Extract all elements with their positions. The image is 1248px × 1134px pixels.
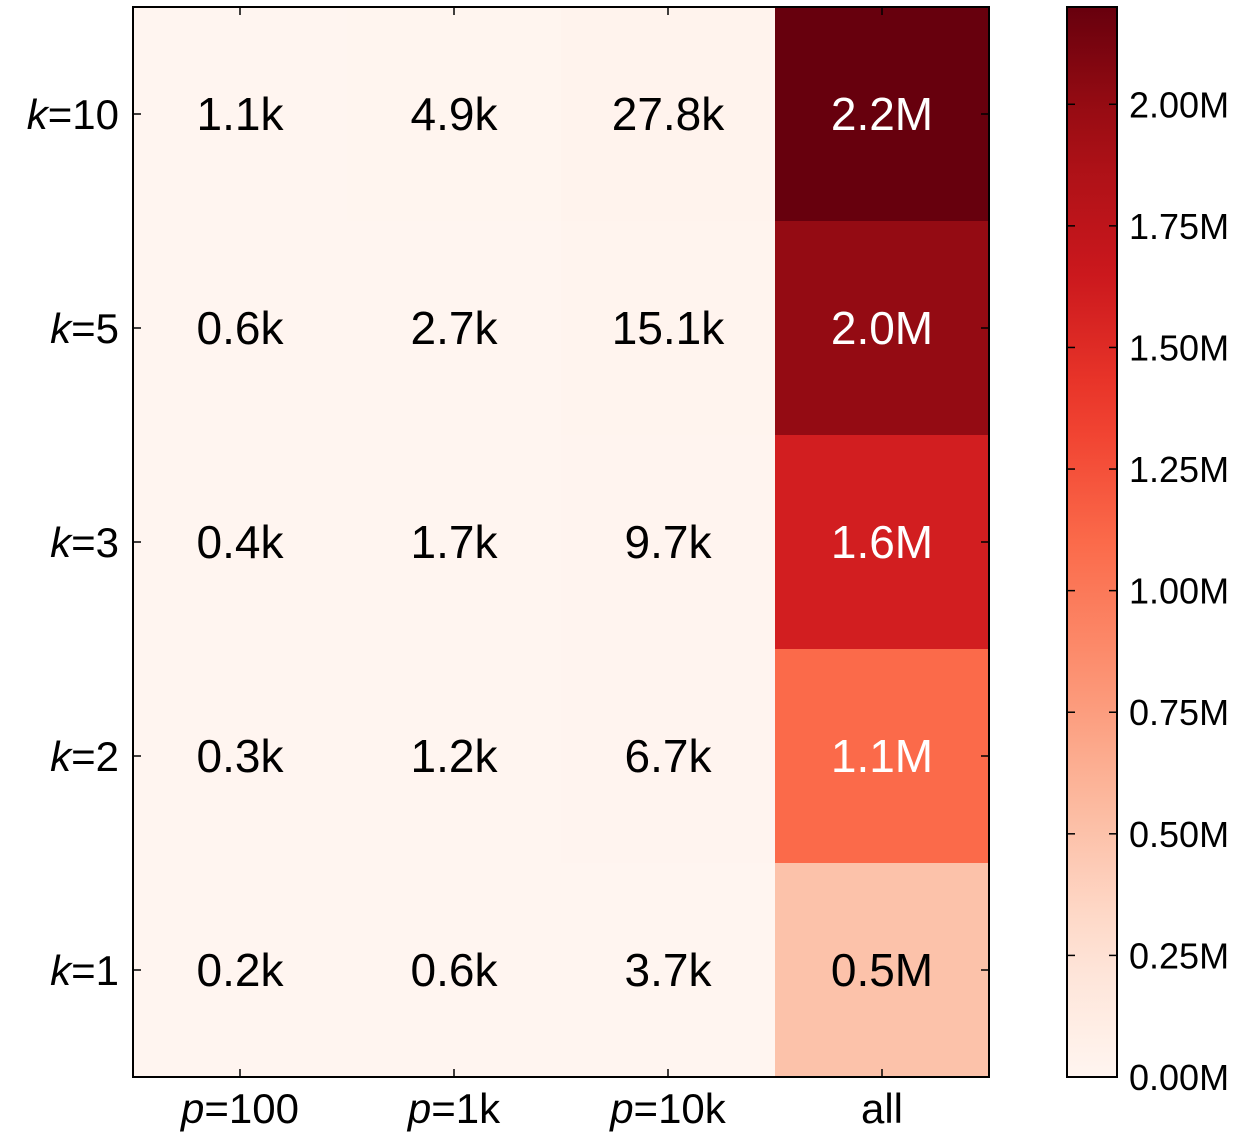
heatmap-cell	[775, 649, 990, 864]
y-axis-tick-labels: k=10 k=5 k=3 k=2 k=1	[27, 91, 119, 994]
cell-value-label: 6.7k	[625, 730, 713, 782]
axis-ticks	[133, 7, 989, 1077]
heatmap-cell	[561, 649, 776, 864]
y-tick-label: k=3	[50, 519, 119, 566]
x-tick-label: all	[861, 1085, 903, 1132]
colorbar-tick-labels: 0.00M 0.25M 0.50M 0.75M 1.00M 1.25M 1.50M 1.75M…	[1129, 84, 1229, 1098]
cell-value-label: 1.7k	[411, 516, 499, 568]
cell-value-label: 1.6M	[831, 516, 933, 568]
cell-value-label: 2.7k	[411, 302, 499, 354]
heatmap-cell	[561, 221, 776, 436]
heatmap-cell	[347, 7, 562, 222]
x-axis-tick-labels: p=100 p=1k p=10k all	[179, 1085, 903, 1132]
heatmap-cell	[775, 7, 990, 222]
heatmap-cell	[561, 7, 776, 222]
heatmap-cells	[133, 7, 990, 1078]
colorbar-tick-label: 0.75M	[1129, 692, 1229, 733]
colorbar-tick-label: 0.00M	[1129, 1057, 1229, 1098]
heatmap-cell	[133, 221, 348, 436]
cell-value-label: 0.6k	[197, 302, 285, 354]
heatmap-cell	[347, 649, 562, 864]
heatmap-cell	[775, 863, 990, 1078]
heatmap-cell	[133, 7, 348, 222]
heatmap-cell	[775, 221, 990, 436]
colorbar-ticks	[1067, 103, 1117, 1078]
colorbar-tick-label: 0.25M	[1129, 935, 1229, 976]
cell-value-label: 4.9k	[411, 88, 499, 140]
colorbar-tick-label: 1.00M	[1129, 571, 1229, 612]
cell-value-label: 9.7k	[625, 516, 713, 568]
colorbar-tick-label: 1.25M	[1129, 449, 1229, 490]
colorbar-tick-label: 1.75M	[1129, 206, 1229, 247]
x-tick-label: p=1k	[406, 1085, 501, 1132]
heatmap-cell	[561, 435, 776, 650]
heatmap-cell	[561, 863, 776, 1078]
cell-value-label: 15.1k	[612, 302, 726, 354]
cell-value-label: 0.5M	[831, 944, 933, 996]
cell-value-label: 2.0M	[831, 302, 933, 354]
cell-value-label: 1.1M	[831, 730, 933, 782]
y-tick-label: k=10	[27, 91, 119, 138]
colorbar-tick-label: 0.50M	[1129, 814, 1229, 855]
cell-value-label: 0.4k	[197, 516, 285, 568]
x-tick-label: p=10k	[608, 1085, 727, 1132]
heatmap-cell	[775, 435, 990, 650]
heatmap-cell	[133, 863, 348, 1078]
colorbar	[1066, 6, 1118, 1078]
heatmap-cell	[133, 649, 348, 864]
cell-value-label: 0.2k	[197, 944, 285, 996]
cell-value-label: 3.7k	[625, 944, 713, 996]
heatmap-cell	[347, 435, 562, 650]
cell-value-label: 1.1k	[197, 88, 285, 140]
heatmap-cell	[347, 863, 562, 1078]
cell-value-label: 1.2k	[411, 730, 499, 782]
y-tick-label: k=5	[50, 305, 119, 352]
colorbar-tick-label: 1.50M	[1129, 327, 1229, 368]
colorbar-tick-label: 2.00M	[1129, 84, 1229, 125]
y-tick-label: k=2	[50, 733, 119, 780]
y-tick-label: k=1	[50, 947, 119, 994]
x-tick-label: p=100	[179, 1085, 299, 1132]
cell-value-label: 2.2M	[831, 88, 933, 140]
heatmap-cell	[347, 221, 562, 436]
cell-value-label: 0.3k	[197, 730, 285, 782]
cell-value-label: 27.8k	[612, 88, 726, 140]
cell-value-label: 0.6k	[411, 944, 499, 996]
heatmap-cell-labels: 1.1k 4.9k 27.8k 2.2M 0.6k 2.7k 15.1k 2.0M 0.4k 1.…	[197, 88, 934, 996]
heatmap-cell	[133, 435, 348, 650]
